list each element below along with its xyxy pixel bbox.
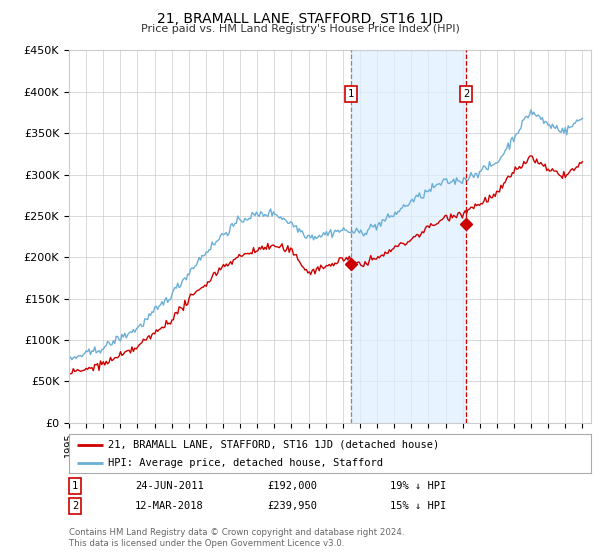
Text: 19% ↓ HPI: 19% ↓ HPI — [390, 481, 446, 491]
Bar — [351, 50, 466, 423]
Text: 21, BRAMALL LANE, STAFFORD, ST16 1JD (detached house): 21, BRAMALL LANE, STAFFORD, ST16 1JD (de… — [108, 440, 439, 450]
Text: HPI: Average price, detached house, Stafford: HPI: Average price, detached house, Staf… — [108, 458, 383, 468]
Text: 1: 1 — [348, 89, 354, 99]
Text: 2: 2 — [72, 501, 78, 511]
Text: 21, BRAMALL LANE, STAFFORD, ST16 1JD: 21, BRAMALL LANE, STAFFORD, ST16 1JD — [157, 12, 443, 26]
Text: 1: 1 — [72, 481, 78, 491]
Text: £192,000: £192,000 — [267, 481, 317, 491]
Text: Price paid vs. HM Land Registry's House Price Index (HPI): Price paid vs. HM Land Registry's House … — [140, 24, 460, 34]
Text: 2: 2 — [463, 89, 469, 99]
Text: 15% ↓ HPI: 15% ↓ HPI — [390, 501, 446, 511]
Text: 12-MAR-2018: 12-MAR-2018 — [135, 501, 204, 511]
Text: Contains HM Land Registry data © Crown copyright and database right 2024.: Contains HM Land Registry data © Crown c… — [69, 528, 404, 536]
Text: £239,950: £239,950 — [267, 501, 317, 511]
Text: 24-JUN-2011: 24-JUN-2011 — [135, 481, 204, 491]
Text: This data is licensed under the Open Government Licence v3.0.: This data is licensed under the Open Gov… — [69, 539, 344, 548]
